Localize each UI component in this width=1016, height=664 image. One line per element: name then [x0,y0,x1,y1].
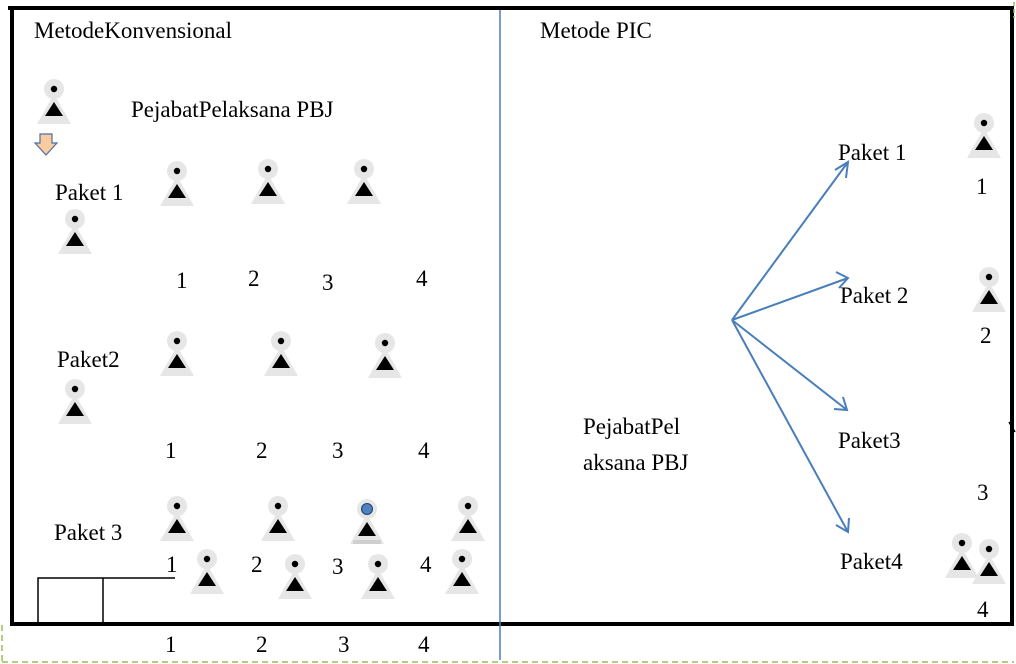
person-icon [945,533,979,578]
arrow-to-paket-2 [731,277,849,321]
person-icon [58,379,92,424]
pic-paket-4-label: Paket4 [840,549,903,574]
official-label-right-line1: PejabatPel [583,414,681,439]
paket-3-number-4: 4 [420,552,432,577]
pic-paket-3-label: Paket3 [838,428,901,453]
person-icon [445,549,479,594]
person-icon [264,331,298,376]
bottom-number-1: 1 [165,632,177,657]
person-icon [972,267,1006,312]
pic-paket-4-number: 4 [977,597,989,622]
pic-paket-3-number: 3 [977,480,989,505]
person-icon [972,539,1006,584]
person-icon [261,496,295,541]
bottom-number-3: 3 [338,632,350,657]
person-icon [967,113,1001,158]
person-icon [190,549,224,594]
bottom-number-4: 4 [418,632,430,657]
right-panel-title: Metode PIC [540,18,652,43]
official-label-left: PejabatPelaksana PBJ [131,97,334,122]
person-icon [58,209,92,254]
paket-2-number-2: 2 [256,438,268,463]
person-icon [37,79,71,124]
paket-3-number-2: 2 [251,552,263,577]
person-icon [251,159,285,204]
paket-2-label: Paket2 [57,347,120,372]
person-icon [451,496,485,541]
paket-3-label: Paket 3 [54,520,123,545]
highlighted-person-icon [350,499,384,544]
paket-2-number-1: 1 [165,438,177,463]
arrowhead-paket-2 [835,271,850,289]
arrow-to-paket-4 [731,319,849,533]
arrowhead-paket-3 [833,396,849,412]
arrowhead-paket-1 [834,160,850,179]
person-icon [160,331,194,376]
assignment-arrows [731,160,850,534]
person-icon [347,159,381,204]
person-icon [368,333,402,378]
arrowhead-paket-4 [835,517,850,534]
paket-2-number-3: 3 [332,438,344,463]
person-icon [160,161,194,206]
paket-1-number-4: 4 [416,266,428,291]
person-icon [361,554,395,599]
person-icon [160,496,194,541]
paket-1-number-1: 1 [176,268,188,293]
paket-1-label: Paket 1 [55,180,124,205]
pic-paket-2-number: 2 [980,323,992,348]
pic-paket-1-number: 1 [976,174,988,199]
left-panel-title: MetodeKonvensional [34,18,233,43]
paket-1-number-2: 2 [248,266,260,291]
pic-paket-2-label: Paket 2 [840,283,909,308]
official-label-right-line2: aksana PBJ [583,450,689,475]
paket-3-number-3: 3 [332,554,344,579]
small-table-outline [37,577,175,622]
bottom-number-2: 2 [256,632,268,657]
paket-3-number-1: 1 [166,552,178,577]
pic-paket-1-label: Paket 1 [838,140,907,165]
down-arrow-icon [33,133,59,156]
edge-mark [1008,421,1016,433]
arrow-to-paket-3 [731,319,848,411]
arrow-to-paket-1 [731,161,849,321]
person-icon [278,554,312,599]
paket-1-number-3: 3 [322,270,334,295]
paket-2-number-4: 4 [418,438,430,463]
